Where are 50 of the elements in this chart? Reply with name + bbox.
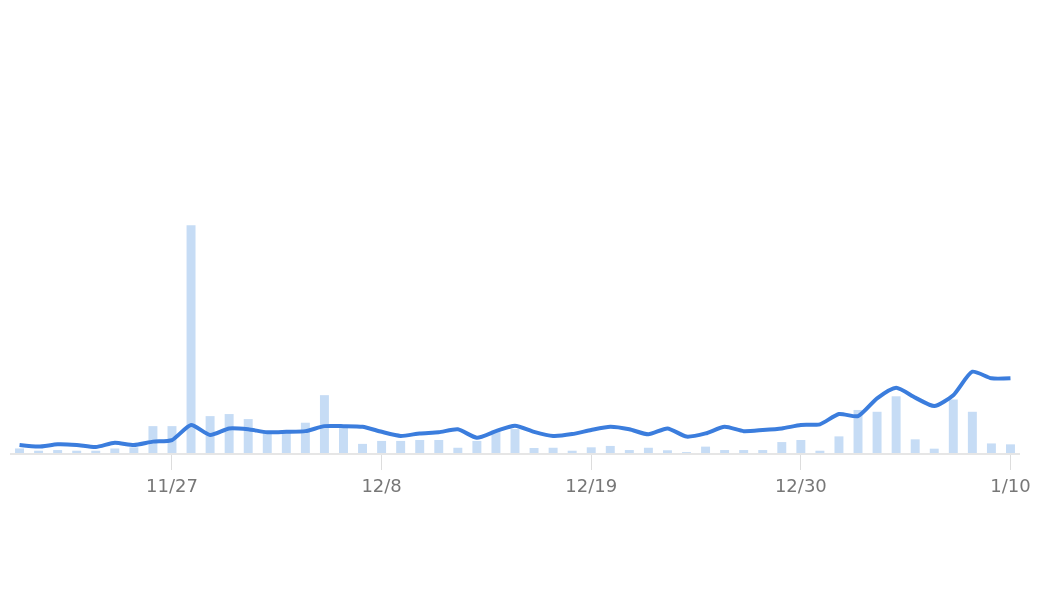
x-tick-label: 1/10: [990, 474, 1031, 496]
bar: [586, 447, 596, 453]
bar: [929, 448, 939, 453]
bar: [510, 429, 520, 453]
bar: [701, 446, 711, 453]
bar: [567, 450, 577, 453]
bar: [967, 411, 977, 453]
bar: [110, 448, 120, 453]
bar: [815, 450, 825, 453]
bar: [624, 450, 634, 453]
bar: [281, 432, 291, 453]
bar: [396, 440, 406, 453]
bar: [948, 399, 958, 453]
bar: [796, 440, 806, 453]
x-tick-label: 12/30: [774, 474, 827, 496]
bar: [415, 440, 425, 453]
x-tick-label: 12/19: [565, 474, 618, 496]
bar: [910, 439, 920, 453]
bar: [434, 440, 444, 453]
bar: [872, 411, 882, 453]
bar: [319, 395, 329, 453]
bar: [339, 427, 348, 453]
bar: [777, 442, 787, 453]
bar: [472, 440, 482, 453]
bar: [186, 225, 196, 453]
bar: [529, 447, 539, 453]
bar: [891, 396, 901, 453]
bar: [53, 450, 63, 453]
x-tick-label: 11/27: [146, 474, 198, 496]
bar: [986, 443, 996, 453]
bar: [739, 450, 749, 453]
bar: [720, 450, 730, 453]
bar: [377, 440, 387, 453]
bar: [662, 450, 672, 453]
bar: [1005, 444, 1015, 453]
bar: [605, 445, 615, 453]
bar: [358, 443, 368, 453]
bar: [853, 409, 863, 453]
bar: [548, 447, 558, 453]
bar: [72, 450, 82, 453]
x-tick-label: 12/8: [361, 474, 402, 496]
bar: [758, 450, 768, 453]
bar: [15, 448, 25, 453]
bar: [834, 436, 844, 453]
bar: [91, 450, 101, 453]
bar: [34, 450, 44, 453]
bar: [129, 447, 139, 453]
bar: [643, 447, 653, 453]
bar: [262, 432, 272, 453]
bar: [453, 447, 463, 453]
